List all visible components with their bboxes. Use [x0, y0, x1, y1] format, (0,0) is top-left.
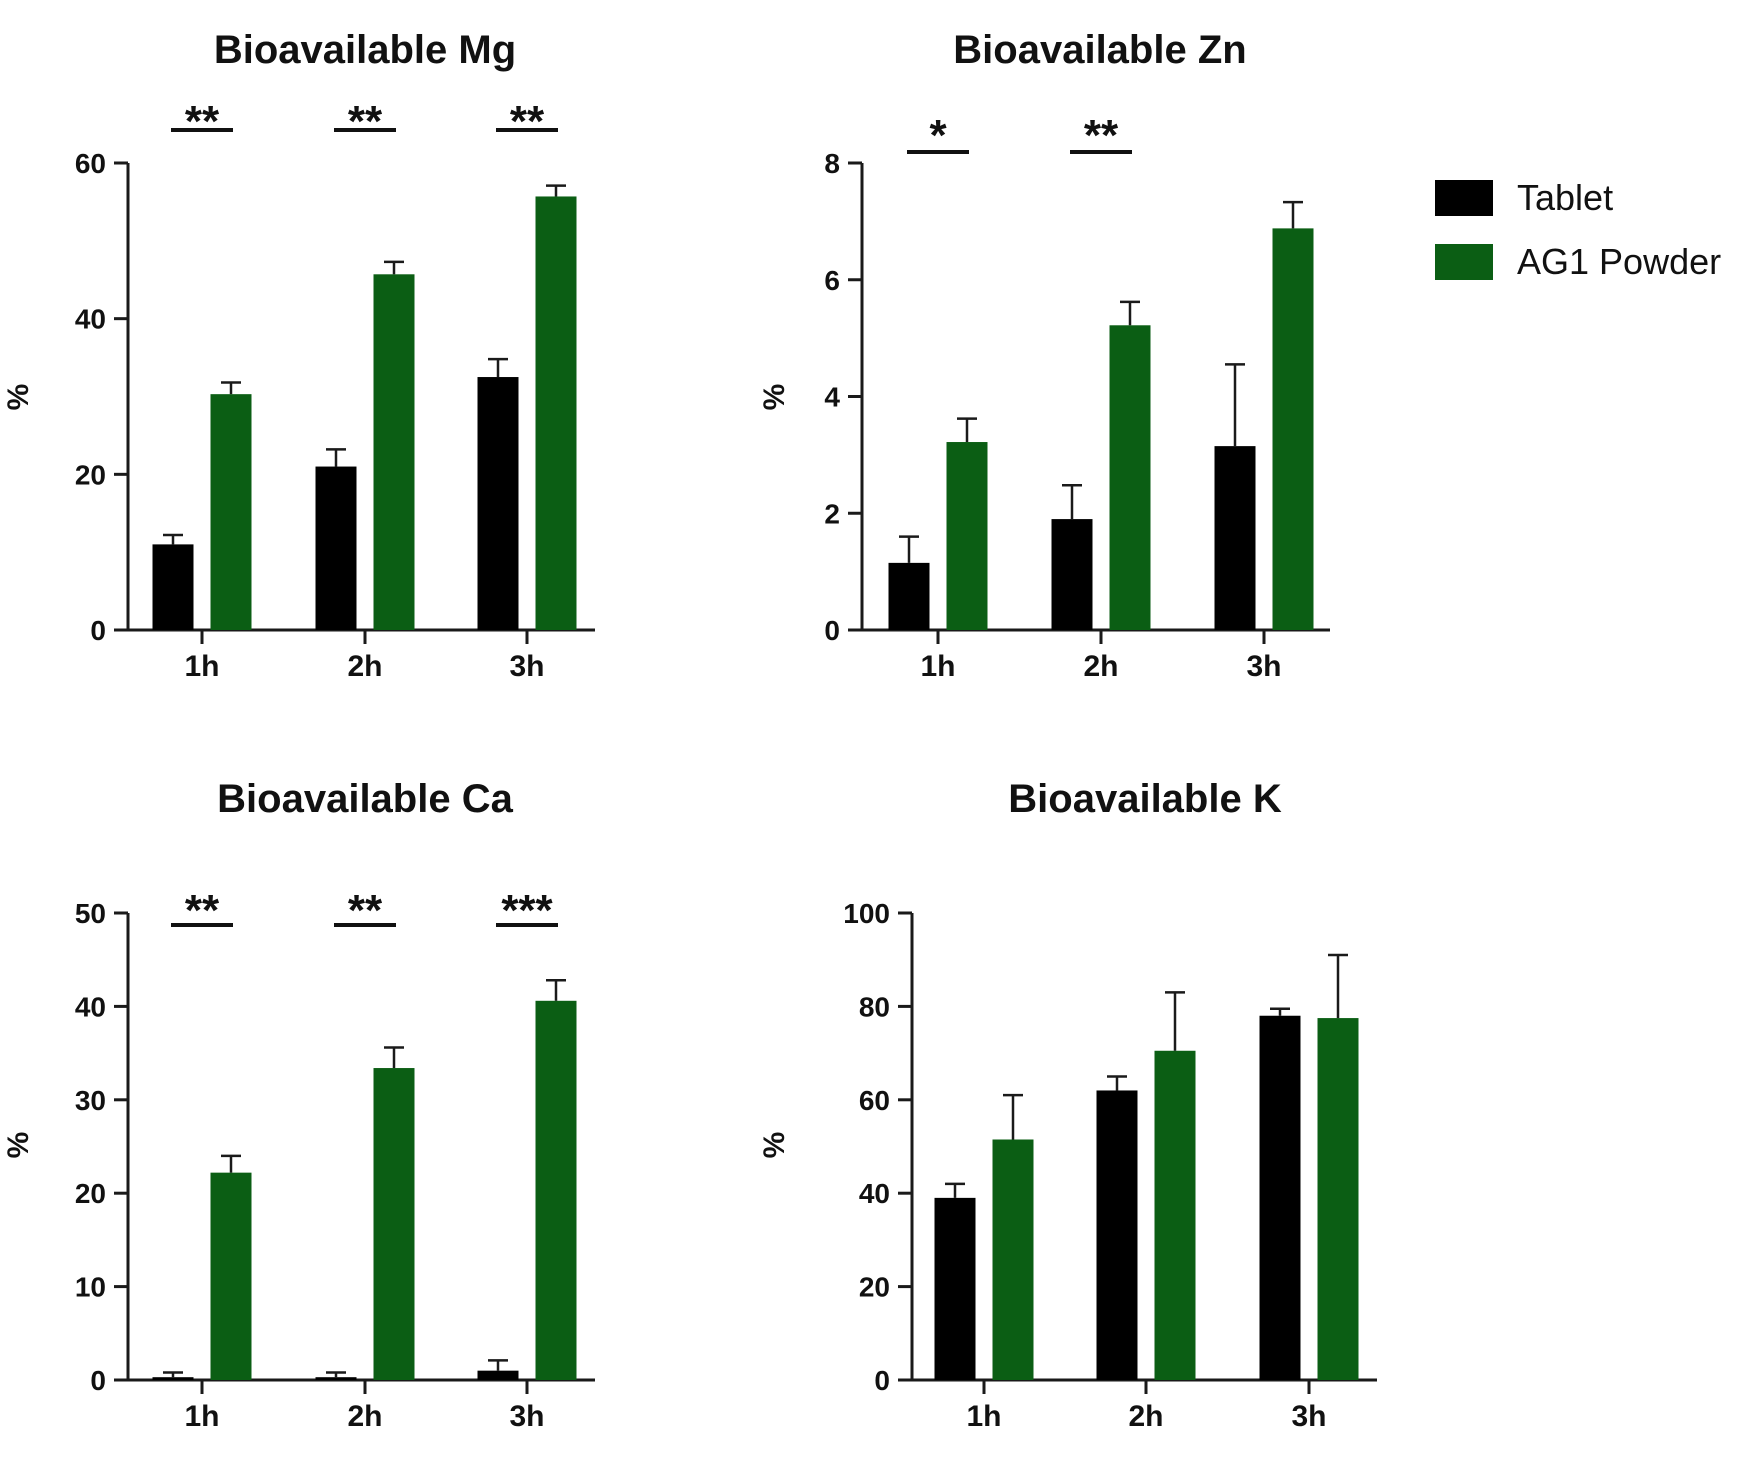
y-axis-label: %: [758, 1132, 791, 1159]
legend-swatch-tablet: [1435, 180, 1493, 216]
y-tick-label: 0: [824, 615, 840, 646]
significance-label: **: [185, 97, 220, 146]
bar-tablet-1h: [934, 1197, 976, 1380]
bar-ag1-powder-1h: [946, 442, 988, 630]
bar-tablet-3h: [1259, 1015, 1301, 1380]
x-tick-label: 2h: [1128, 1400, 1163, 1433]
y-axis-label: %: [2, 384, 35, 411]
chart-title: Bioavailable Ca: [217, 777, 513, 821]
bar-tablet-1h: [888, 562, 930, 630]
chart-title: Bioavailable Mg: [214, 28, 516, 72]
bar-ag1-powder-3h: [535, 1000, 577, 1380]
legend-label-ag1-powder: AG1 Powder: [1517, 241, 1721, 282]
significance-label: **: [510, 97, 545, 146]
significance-label: *: [929, 111, 947, 160]
y-tick-label: 80: [859, 991, 890, 1022]
chart-panel-3: Bioavailable Ca% 0 10 20 30 40 50 1h ** 2h ** 3h ***: [2, 777, 595, 1433]
bar-ag1-powder-3h: [1317, 1018, 1359, 1380]
y-axis-label: %: [758, 384, 791, 411]
x-tick-label: 3h: [509, 1400, 544, 1433]
bar-tablet-3h: [477, 377, 519, 630]
y-tick-label: 0: [90, 615, 106, 646]
y-tick-label: 20: [75, 1178, 106, 1209]
bar-tablet-2h: [1051, 519, 1093, 630]
x-tick-label: 1h: [966, 1400, 1001, 1433]
y-tick-label: 2: [824, 498, 840, 529]
y-tick-label: 30: [75, 1085, 106, 1116]
chart-title: Bioavailable K: [1008, 777, 1282, 821]
y-tick-label: 8: [824, 148, 840, 179]
y-tick-label: 60: [75, 148, 106, 179]
y-tick-label: 60: [859, 1085, 890, 1116]
chart-panel-2: Bioavailable Zn% 0 2 4 6 8 1h * 2h ** 3h: [758, 28, 1330, 683]
bar-tablet-3h: [477, 1370, 519, 1380]
y-tick-label: 40: [75, 304, 106, 335]
y-tick-label: 0: [90, 1365, 106, 1396]
y-tick-label: 6: [824, 265, 840, 296]
y-tick-label: 40: [859, 1178, 890, 1209]
chart-title: Bioavailable Zn: [953, 28, 1246, 72]
bar-ag1-powder-2h: [1109, 325, 1151, 630]
x-tick-label: 3h: [509, 650, 544, 683]
significance-label: **: [1084, 111, 1119, 160]
legend-swatch-ag1-powder: [1435, 244, 1493, 280]
x-tick-label: 1h: [184, 650, 219, 683]
bar-ag1-powder-3h: [1272, 228, 1314, 630]
significance-label: **: [348, 97, 383, 146]
bar-ag1-powder-2h: [373, 274, 415, 630]
x-tick-label: 1h: [920, 650, 955, 683]
bar-ag1-powder-2h: [373, 1068, 415, 1380]
x-tick-label: 2h: [1083, 650, 1118, 683]
y-tick-label: 20: [859, 1272, 890, 1303]
significance-label: **: [185, 886, 220, 935]
y-tick-label: 100: [843, 898, 890, 929]
chart-panel-4: Bioavailable K% 0 20 40 60 80 100 1h 2h 3h: [758, 777, 1377, 1433]
bar-ag1-powder-1h: [992, 1139, 1034, 1380]
x-tick-label: 3h: [1246, 650, 1281, 683]
y-tick-label: 0: [874, 1365, 890, 1396]
legend: Tablet AG1 Powder: [1435, 177, 1721, 282]
bar-tablet-2h: [315, 466, 357, 630]
bar-ag1-powder-3h: [535, 196, 577, 631]
x-tick-label: 3h: [1291, 1400, 1326, 1433]
y-tick-label: 20: [75, 459, 106, 490]
bar-tablet-1h: [152, 1377, 194, 1380]
y-tick-label: 4: [824, 382, 840, 413]
bar-tablet-3h: [1214, 446, 1256, 630]
bar-ag1-powder-2h: [1154, 1050, 1196, 1380]
bar-tablet-1h: [152, 544, 194, 630]
x-tick-label: 2h: [347, 1400, 382, 1433]
bar-tablet-2h: [1096, 1090, 1138, 1380]
significance-label: ***: [501, 886, 553, 935]
y-tick-label: 40: [75, 991, 106, 1022]
bar-ag1-powder-1h: [210, 1172, 252, 1380]
chart-panel-1: Bioavailable Mg% 0 20 40 60 1h ** 2h ** 3h **: [2, 28, 595, 683]
bar-tablet-2h: [315, 1377, 357, 1380]
y-tick-label: 50: [75, 898, 106, 929]
x-tick-label: 2h: [347, 650, 382, 683]
y-axis-label: %: [2, 1132, 35, 1159]
y-tick-label: 10: [75, 1272, 106, 1303]
legend-label-tablet: Tablet: [1517, 177, 1613, 218]
x-tick-label: 1h: [184, 1400, 219, 1433]
charts: Bioavailable Mg%02040601h**2h**3h**Bioav…: [2, 28, 1377, 1433]
significance-label: **: [348, 886, 383, 935]
bar-ag1-powder-1h: [210, 394, 252, 630]
